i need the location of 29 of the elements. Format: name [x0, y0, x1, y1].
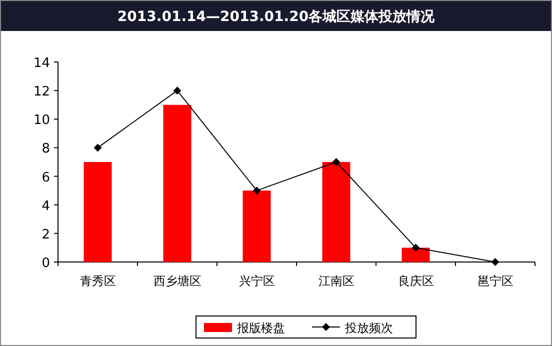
y-tick-label: 12	[33, 84, 50, 100]
point	[173, 86, 182, 95]
title-band: 2013.01.14—2013.01.20各城区媒体投放情况	[1, 1, 551, 31]
bar	[402, 248, 430, 262]
y-tick-label: 10	[33, 113, 50, 128]
x-tick-label: 西乡塘区	[153, 274, 202, 288]
x-tick-label: 青秀区	[80, 274, 116, 288]
y-tick-label: 2	[42, 227, 50, 242]
point	[412, 244, 420, 252]
chart-title: 2013.01.14—2013.01.20各城区媒体投放情况	[117, 9, 436, 25]
x-tick-label: 兴宁区	[238, 274, 275, 288]
bar	[84, 162, 112, 262]
bar	[322, 162, 350, 262]
point	[491, 258, 500, 266]
y-tick-label: 8	[42, 142, 50, 157]
point	[94, 144, 102, 152]
y-tick-label: 14	[33, 56, 50, 71]
y-tick-label: 0	[42, 256, 50, 271]
x-tick-label: 江南区	[318, 274, 354, 288]
legend-label: 报版楼盘	[236, 321, 285, 335]
bar	[242, 190, 271, 262]
y-tick-label: 4	[42, 198, 50, 214]
bar	[163, 104, 192, 262]
x-tick-label: 良庆区	[398, 274, 434, 288]
legend-label: 投放频次	[344, 321, 393, 335]
point	[252, 186, 261, 195]
y-tick-label: 6	[42, 170, 50, 186]
point	[332, 158, 340, 166]
x-tick-label: 邕宁区	[477, 274, 514, 288]
